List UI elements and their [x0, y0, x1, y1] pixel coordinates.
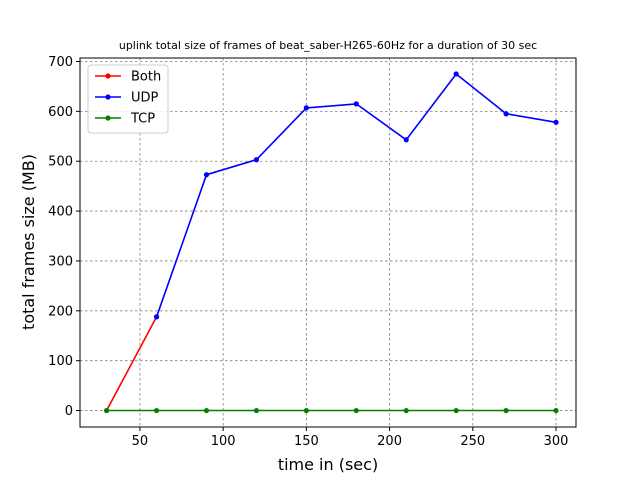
x-tick-label: 200: [377, 434, 402, 449]
series-line-both: [105, 316, 158, 411]
x-tick-label: 150: [294, 434, 319, 449]
plot-area-frame: [79, 57, 577, 428]
legend-swatch-marker: [105, 115, 111, 121]
data-point-udp: [253, 157, 260, 163]
y-tick-label: 300: [48, 254, 73, 269]
data-point-udp: [403, 137, 409, 143]
data-point-udp: [453, 71, 459, 77]
y-tick-label: 0: [65, 404, 73, 419]
series-layer: [104, 71, 559, 414]
data-point-tcp: [203, 407, 210, 414]
legend-item-tcp: TCP: [95, 112, 155, 127]
legend-swatch-marker: [105, 73, 111, 79]
data-point-tcp: [104, 407, 110, 414]
legend-label: Both: [131, 70, 161, 85]
data-point-tcp: [553, 407, 559, 414]
data-point-tcp: [153, 407, 160, 414]
y-tick-label: 500: [48, 155, 73, 170]
y-tick-label: 200: [48, 304, 73, 319]
legend-item-udp: UDP: [95, 91, 159, 106]
data-point-udp: [203, 172, 210, 178]
x-tick-label: 300: [544, 434, 569, 449]
y-tick-label: 100: [48, 354, 73, 369]
y-tick-label: 600: [48, 105, 73, 120]
x-tick-label: 250: [460, 434, 485, 449]
data-point-tcp: [403, 407, 409, 414]
data-point-tcp: [503, 407, 509, 414]
axis-ticks: 50 100 150 200 250 300 0 100 200 300 400 500 600 700: [48, 55, 568, 449]
data-point-tcp: [303, 407, 309, 414]
legend-item-both: Both: [95, 70, 161, 85]
y-tick-label: 400: [48, 205, 73, 220]
data-point-udp: [503, 111, 509, 117]
data-point-tcp: [353, 407, 359, 414]
series-tcp: [104, 407, 559, 414]
legend-swatch-marker: [105, 94, 111, 100]
data-point-udp: [553, 119, 559, 125]
y-axis-title: total frames size (MB): [19, 154, 38, 330]
x-axis-title: time in (sec): [278, 455, 378, 474]
x-tick-label: 100: [211, 434, 236, 449]
data-point-udp: [303, 105, 309, 111]
data-point-tcp: [253, 407, 260, 414]
legend-label: UDP: [131, 91, 159, 106]
data-point-udp: [353, 101, 359, 107]
y-tick-label: 700: [48, 55, 73, 70]
data-point-tcp: [453, 407, 459, 414]
x-tick-label: 50: [132, 434, 149, 449]
data-point-udp: [153, 314, 160, 320]
legend-label: TCP: [130, 112, 155, 127]
series-udp: [153, 71, 559, 320]
chart-title: uplink total size of frames of beat_sabe…: [119, 39, 537, 52]
legend: Both UDP TCP: [87, 64, 169, 134]
